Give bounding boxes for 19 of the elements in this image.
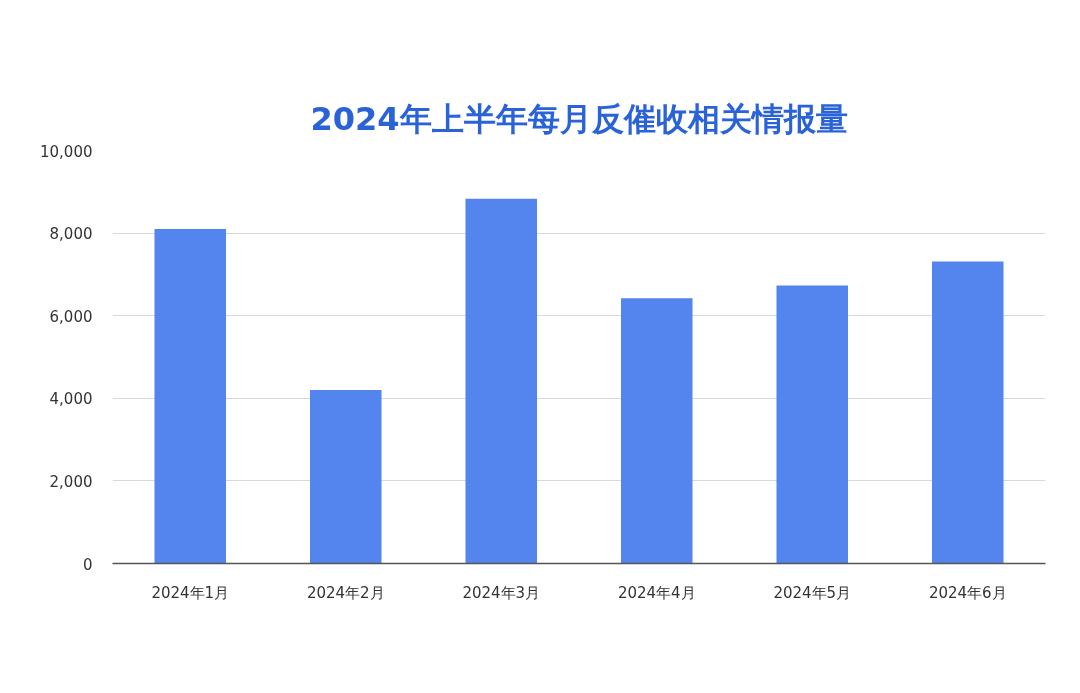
x-tick-label: 2024年2月 bbox=[306, 583, 385, 602]
chart-title: 2024年上半年每月反催收相关情报量 bbox=[310, 100, 848, 138]
bar bbox=[465, 198, 538, 564]
x-tick-label: 2024年5月 bbox=[773, 583, 852, 602]
y-tick-label: 10,000 bbox=[40, 142, 93, 161]
y-tick-label: 8,000 bbox=[49, 225, 93, 244]
bar bbox=[154, 228, 227, 564]
bar bbox=[776, 285, 849, 564]
x-tick-label: 2024年3月 bbox=[462, 583, 541, 602]
bar bbox=[620, 298, 693, 564]
y-tick-label: 2,000 bbox=[49, 472, 93, 491]
bar bbox=[931, 261, 1004, 564]
bar bbox=[309, 390, 382, 564]
y-tick-label: 0 bbox=[82, 555, 93, 574]
y-tick-label: 6,000 bbox=[49, 307, 93, 326]
x-tick-label: 2024年1月 bbox=[151, 583, 230, 602]
x-tick-label: 2024年4月 bbox=[617, 583, 696, 602]
y-tick-label: 4,000 bbox=[49, 390, 93, 409]
x-tick-label: 2024年6月 bbox=[928, 583, 1007, 602]
